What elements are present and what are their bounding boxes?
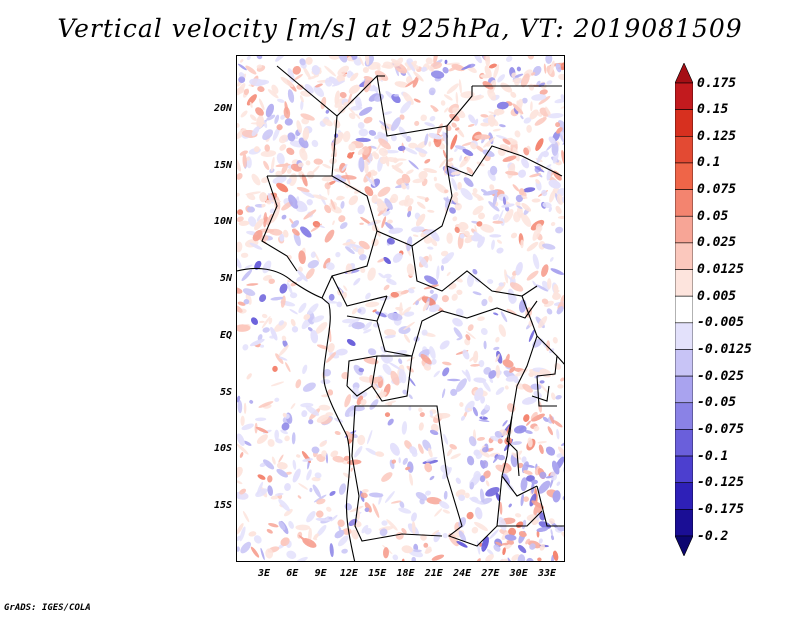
colorbar-swatch	[675, 295, 693, 324]
lon-label: 12E	[339, 568, 358, 579]
lon-label: 24E	[453, 568, 472, 579]
colorbar-label: -0.0125	[697, 341, 752, 357]
colorbar-swatch	[675, 109, 693, 137]
colorbar-label: -0.125	[697, 475, 744, 491]
velocity-field	[237, 56, 564, 561]
colorbar-swatch	[675, 429, 693, 457]
colorbar-label: 0.125	[697, 128, 737, 144]
colorbar-label: -0.05	[697, 395, 737, 411]
colorbar-swatch	[675, 135, 693, 164]
colorbar-label: 0.15	[697, 102, 729, 118]
lon-label: 15E	[368, 568, 387, 579]
colorbar-swatch	[675, 63, 693, 84]
lon-label: 21E	[424, 568, 443, 579]
lat-label: 10S	[213, 443, 232, 454]
colorbar-label: -0.175	[697, 501, 744, 517]
lon-label: 18E	[396, 568, 415, 579]
lat-label: 20N	[213, 103, 232, 114]
colorbar-label: 0.075	[697, 182, 737, 198]
lon-label: 9E	[314, 568, 327, 579]
lat-label: 5S	[219, 387, 232, 398]
lon-label: 27E	[481, 568, 500, 579]
colorbar	[675, 63, 693, 556]
plot-title: Vertical velocity [m/s] at 925hPa, VT: 2…	[57, 14, 743, 43]
colorbar-swatch	[675, 82, 693, 110]
colorbar-swatch	[675, 322, 693, 350]
grads-credit: GrADS: IGES/COLA	[4, 603, 91, 613]
colorbar-label: 0.1	[697, 155, 721, 171]
colorbar-swatch	[675, 215, 693, 244]
colorbar-swatch	[675, 162, 693, 190]
colorbar-label: -0.1	[697, 448, 729, 464]
colorbar-label: -0.075	[697, 421, 744, 437]
lat-label: 10N	[213, 216, 232, 227]
colorbar-swatch	[675, 269, 693, 297]
colorbar-label: 0.025	[697, 235, 737, 251]
colorbar-swatch	[675, 482, 693, 510]
colorbar-label: -0.2	[697, 528, 729, 544]
colorbar-swatch	[675, 375, 693, 404]
colorbar-swatch	[675, 242, 693, 270]
colorbar-label: 0.175	[697, 75, 737, 91]
colorbar-label: 0.005	[697, 288, 737, 304]
colorbar-label: -0.005	[697, 315, 744, 331]
lon-label: 6E	[286, 568, 299, 579]
lat-label: 15S	[213, 500, 232, 511]
colorbar-label: 0.0125	[697, 262, 744, 278]
map-panel	[236, 55, 565, 562]
colorbar-swatch	[675, 535, 693, 556]
lat-label: 15N	[213, 160, 232, 171]
lat-label: 5N	[219, 273, 232, 284]
lat-label: EQ	[219, 330, 232, 341]
colorbar-swatch	[675, 189, 693, 217]
lon-label: 30E	[509, 568, 528, 579]
country-borders	[237, 65, 564, 561]
colorbar-swatch	[675, 349, 693, 377]
lon-label: 3E	[257, 568, 271, 579]
colorbar-label: -0.025	[697, 368, 744, 384]
lon-label: 33E	[537, 568, 557, 579]
colorbar-swatch	[675, 402, 693, 430]
colorbar-swatch	[675, 509, 693, 537]
colorbar-label: 0.05	[697, 208, 729, 224]
colorbar-swatch	[675, 455, 693, 484]
